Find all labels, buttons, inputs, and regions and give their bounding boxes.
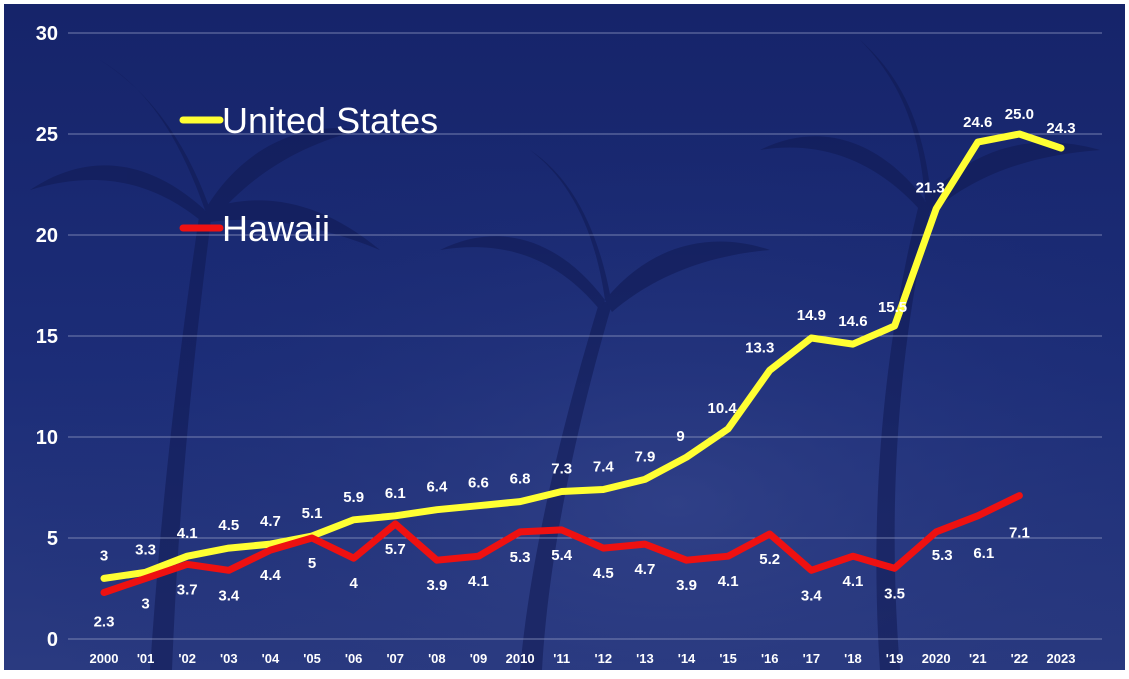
data-label-hawaii: 4.1 <box>468 573 489 590</box>
x-tick-label: '06 <box>345 651 363 666</box>
series-line-hawaii <box>100 492 1023 596</box>
data-label-hawaii: 4.4 <box>260 567 282 584</box>
data-label-united-states: 4.7 <box>260 513 281 530</box>
data-label-hawaii: 6.1 <box>973 545 994 562</box>
x-tick-label: 2010 <box>506 651 535 666</box>
palm-trunk-left <box>150 210 212 670</box>
y-tick-label: 10 <box>36 427 58 449</box>
legend-label-united-states: United States <box>222 100 438 141</box>
y-tick-label: 5 <box>47 528 58 550</box>
x-tick-label: '17 <box>803 651 821 666</box>
x-tick-label: '07 <box>386 651 404 666</box>
data-label-hawaii: 5.3 <box>932 547 953 564</box>
data-label-united-states: 7.9 <box>634 448 655 465</box>
x-tick-label: '01 <box>137 651 155 666</box>
data-label-united-states: 6.6 <box>468 475 489 492</box>
x-tick-label: 2000 <box>90 651 119 666</box>
data-label-united-states: 6.1 <box>385 485 406 502</box>
data-label-hawaii: 4 <box>349 575 358 592</box>
x-tick-label: '18 <box>844 651 862 666</box>
series-lines <box>100 130 1065 596</box>
data-label-united-states: 14.9 <box>797 307 826 324</box>
data-label-hawaii: 7.1 <box>1009 525 1030 542</box>
data-label-united-states: 14.6 <box>838 313 867 330</box>
data-label-united-states: 24.6 <box>963 114 992 131</box>
y-axis-ticks: 0 5 10 15 20 25 30 <box>36 23 58 651</box>
y-tick-label: 0 <box>47 629 58 651</box>
data-label-united-states: 6.8 <box>510 471 531 488</box>
x-tick-label: '03 <box>220 651 238 666</box>
x-tick-label: '13 <box>636 651 654 666</box>
data-label-hawaii: 5 <box>308 555 316 572</box>
x-tick-label: '21 <box>969 651 987 666</box>
legend-label-hawaii: Hawaii <box>222 208 330 249</box>
data-label-united-states: 4.5 <box>218 517 239 534</box>
x-tick-label: '15 <box>719 651 737 666</box>
data-label-hawaii: 4.1 <box>718 573 739 590</box>
data-label-hawaii: 3.4 <box>218 587 240 604</box>
data-label-hawaii: 5.7 <box>385 541 406 558</box>
data-label-hawaii: 5.4 <box>551 547 573 564</box>
y-tick-label: 15 <box>36 326 58 348</box>
y-tick-label: 25 <box>36 124 58 146</box>
x-tick-label: '04 <box>262 651 280 666</box>
data-label-united-states: 7.4 <box>593 459 615 476</box>
x-tick-label: '05 <box>303 651 321 666</box>
data-label-hawaii: 3 <box>141 595 149 612</box>
data-label-hawaii: 3.5 <box>884 585 905 602</box>
data-label-united-states: 9 <box>676 428 684 445</box>
data-label-united-states: 7.3 <box>551 461 572 478</box>
data-label-united-states: 15.5 <box>878 299 907 316</box>
data-label-united-states: 10.4 <box>708 400 738 417</box>
data-label-hawaii: 3.9 <box>426 577 447 594</box>
palm-silhouettes <box>30 40 1100 670</box>
series-line-united-states <box>100 130 1065 582</box>
palm-trunk-center <box>520 300 612 670</box>
data-label-united-states: 13.3 <box>745 339 774 356</box>
x-tick-label: 2023 <box>1047 651 1076 666</box>
data-label-hawaii: 3.9 <box>676 577 697 594</box>
x-tick-label: '12 <box>595 651 613 666</box>
data-label-hawaii: 4.5 <box>593 565 614 582</box>
x-tick-label: '19 <box>886 651 904 666</box>
data-label-hawaii: 4.1 <box>843 573 864 590</box>
data-label-hawaii: 3.7 <box>177 581 198 598</box>
x-axis-ticks: 2000 '01 '02 '03 '04 '05 '06 '07 '08 '09 2010 '11 '1… <box>90 651 1076 666</box>
data-label-united-states: 3 <box>100 547 108 564</box>
x-tick-label: '22 <box>1011 651 1029 666</box>
data-label-hawaii: 4.7 <box>634 561 655 578</box>
palm-fronds-left <box>30 60 380 250</box>
x-tick-label: '08 <box>428 651 446 666</box>
data-labels: 3 3.3 4.1 4.5 4.7 5.1 5.9 6.1 6.4 6.6 6.8 7.3 7.4 7.9… <box>94 106 1076 631</box>
data-label-united-states: 21.3 <box>916 180 945 197</box>
legend: United States Hawaii <box>179 100 438 249</box>
data-label-hawaii: 5.2 <box>759 551 780 568</box>
data-label-united-states: 4.1 <box>177 525 198 542</box>
palm-fronds-center <box>440 150 770 312</box>
x-tick-label: '16 <box>761 651 779 666</box>
x-tick-label: '14 <box>678 651 696 666</box>
data-label-hawaii: 2.3 <box>94 614 115 631</box>
data-label-united-states: 3.3 <box>135 541 156 558</box>
x-tick-label: '02 <box>178 651 196 666</box>
data-label-united-states: 24.3 <box>1046 120 1075 137</box>
data-label-united-states: 25.0 <box>1005 106 1034 123</box>
data-label-hawaii: 3.4 <box>801 587 823 604</box>
data-label-hawaii: 5.3 <box>510 549 531 566</box>
y-tick-label: 30 <box>36 23 58 45</box>
y-tick-label: 20 <box>36 225 58 247</box>
palm-trunk-right <box>876 200 932 670</box>
x-tick-label: '09 <box>470 651 488 666</box>
x-tick-label: 2020 <box>922 651 951 666</box>
data-label-united-states: 5.9 <box>343 489 364 506</box>
data-label-united-states: 6.4 <box>426 479 448 496</box>
data-label-united-states: 5.1 <box>302 505 323 522</box>
x-tick-label: '11 <box>553 651 570 666</box>
